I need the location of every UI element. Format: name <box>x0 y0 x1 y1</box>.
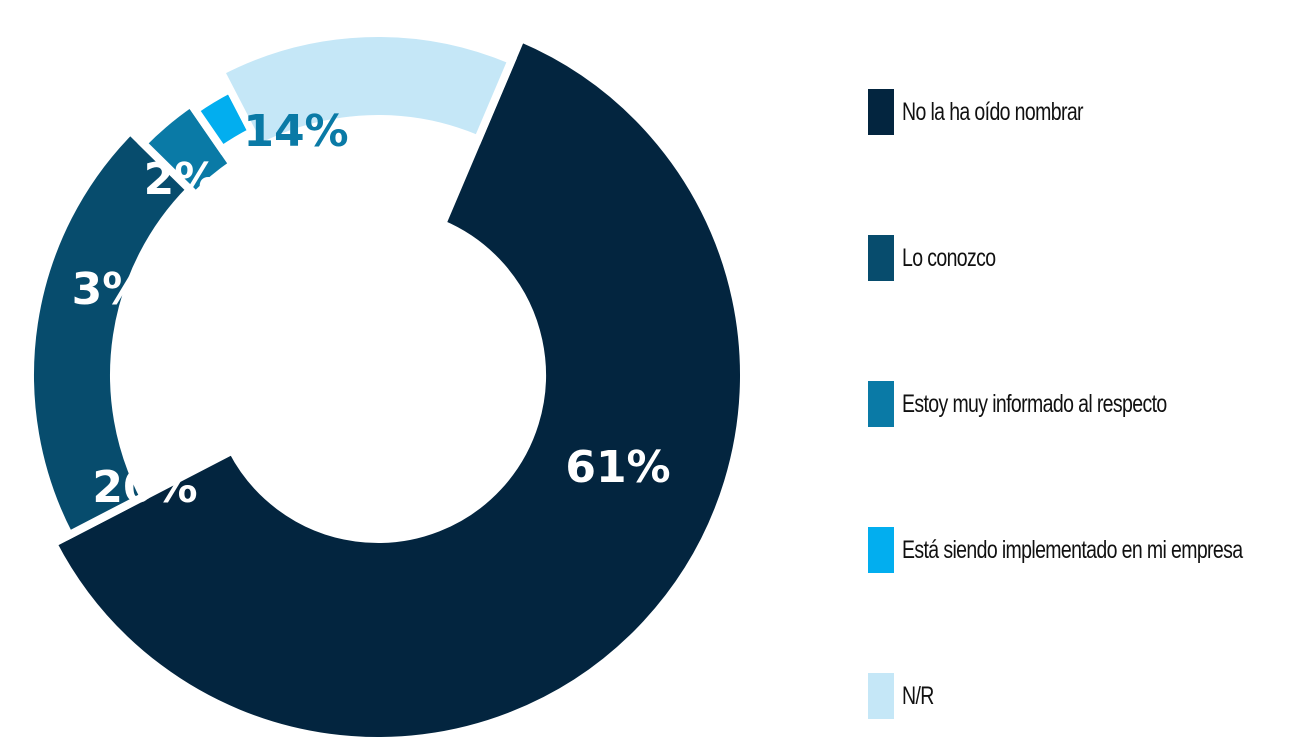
legend-label: Lo conozco <box>902 243 996 272</box>
legend-swatch <box>868 235 894 281</box>
pie-slice-5 <box>215 29 517 154</box>
legend-item-1: No la ha oído nombrar <box>868 88 1308 136</box>
legend-swatch <box>868 381 894 427</box>
donut-plot: 61% 20% 3% 2% 14% <box>25 29 748 738</box>
slice-value-label-2: 20% <box>92 462 197 513</box>
legend-swatch <box>868 89 894 135</box>
pie-slice-2 <box>25 124 196 541</box>
legend-item-3: Estoy muy informado al respecto <box>868 380 1308 428</box>
legend-item-2: Lo conozco <box>868 234 1308 282</box>
legend: No la ha oído nombrar Lo conozco Estoy muy… <box>868 88 1308 720</box>
slice-value-label-1: 61% <box>565 442 670 493</box>
legend-swatch <box>868 673 894 719</box>
slice-value-label-5: 14% <box>243 106 348 157</box>
legend-label: Está siendo implementado en mi empresa <box>902 535 1243 564</box>
slice-value-label-3: 3% <box>72 264 147 315</box>
legend-item-4: Está siendo implementado en mi empresa <box>868 526 1308 574</box>
legend-label: Estoy muy informado al respecto <box>902 389 1167 418</box>
legend-label: No la ha oído nombrar <box>902 97 1084 126</box>
legend-label: N/R <box>902 681 934 710</box>
slice-value-label-4: 2% <box>144 154 219 205</box>
legend-swatch <box>868 527 894 573</box>
pie-slice-1 <box>47 32 748 738</box>
legend-item-5: N/R <box>868 672 1308 720</box>
